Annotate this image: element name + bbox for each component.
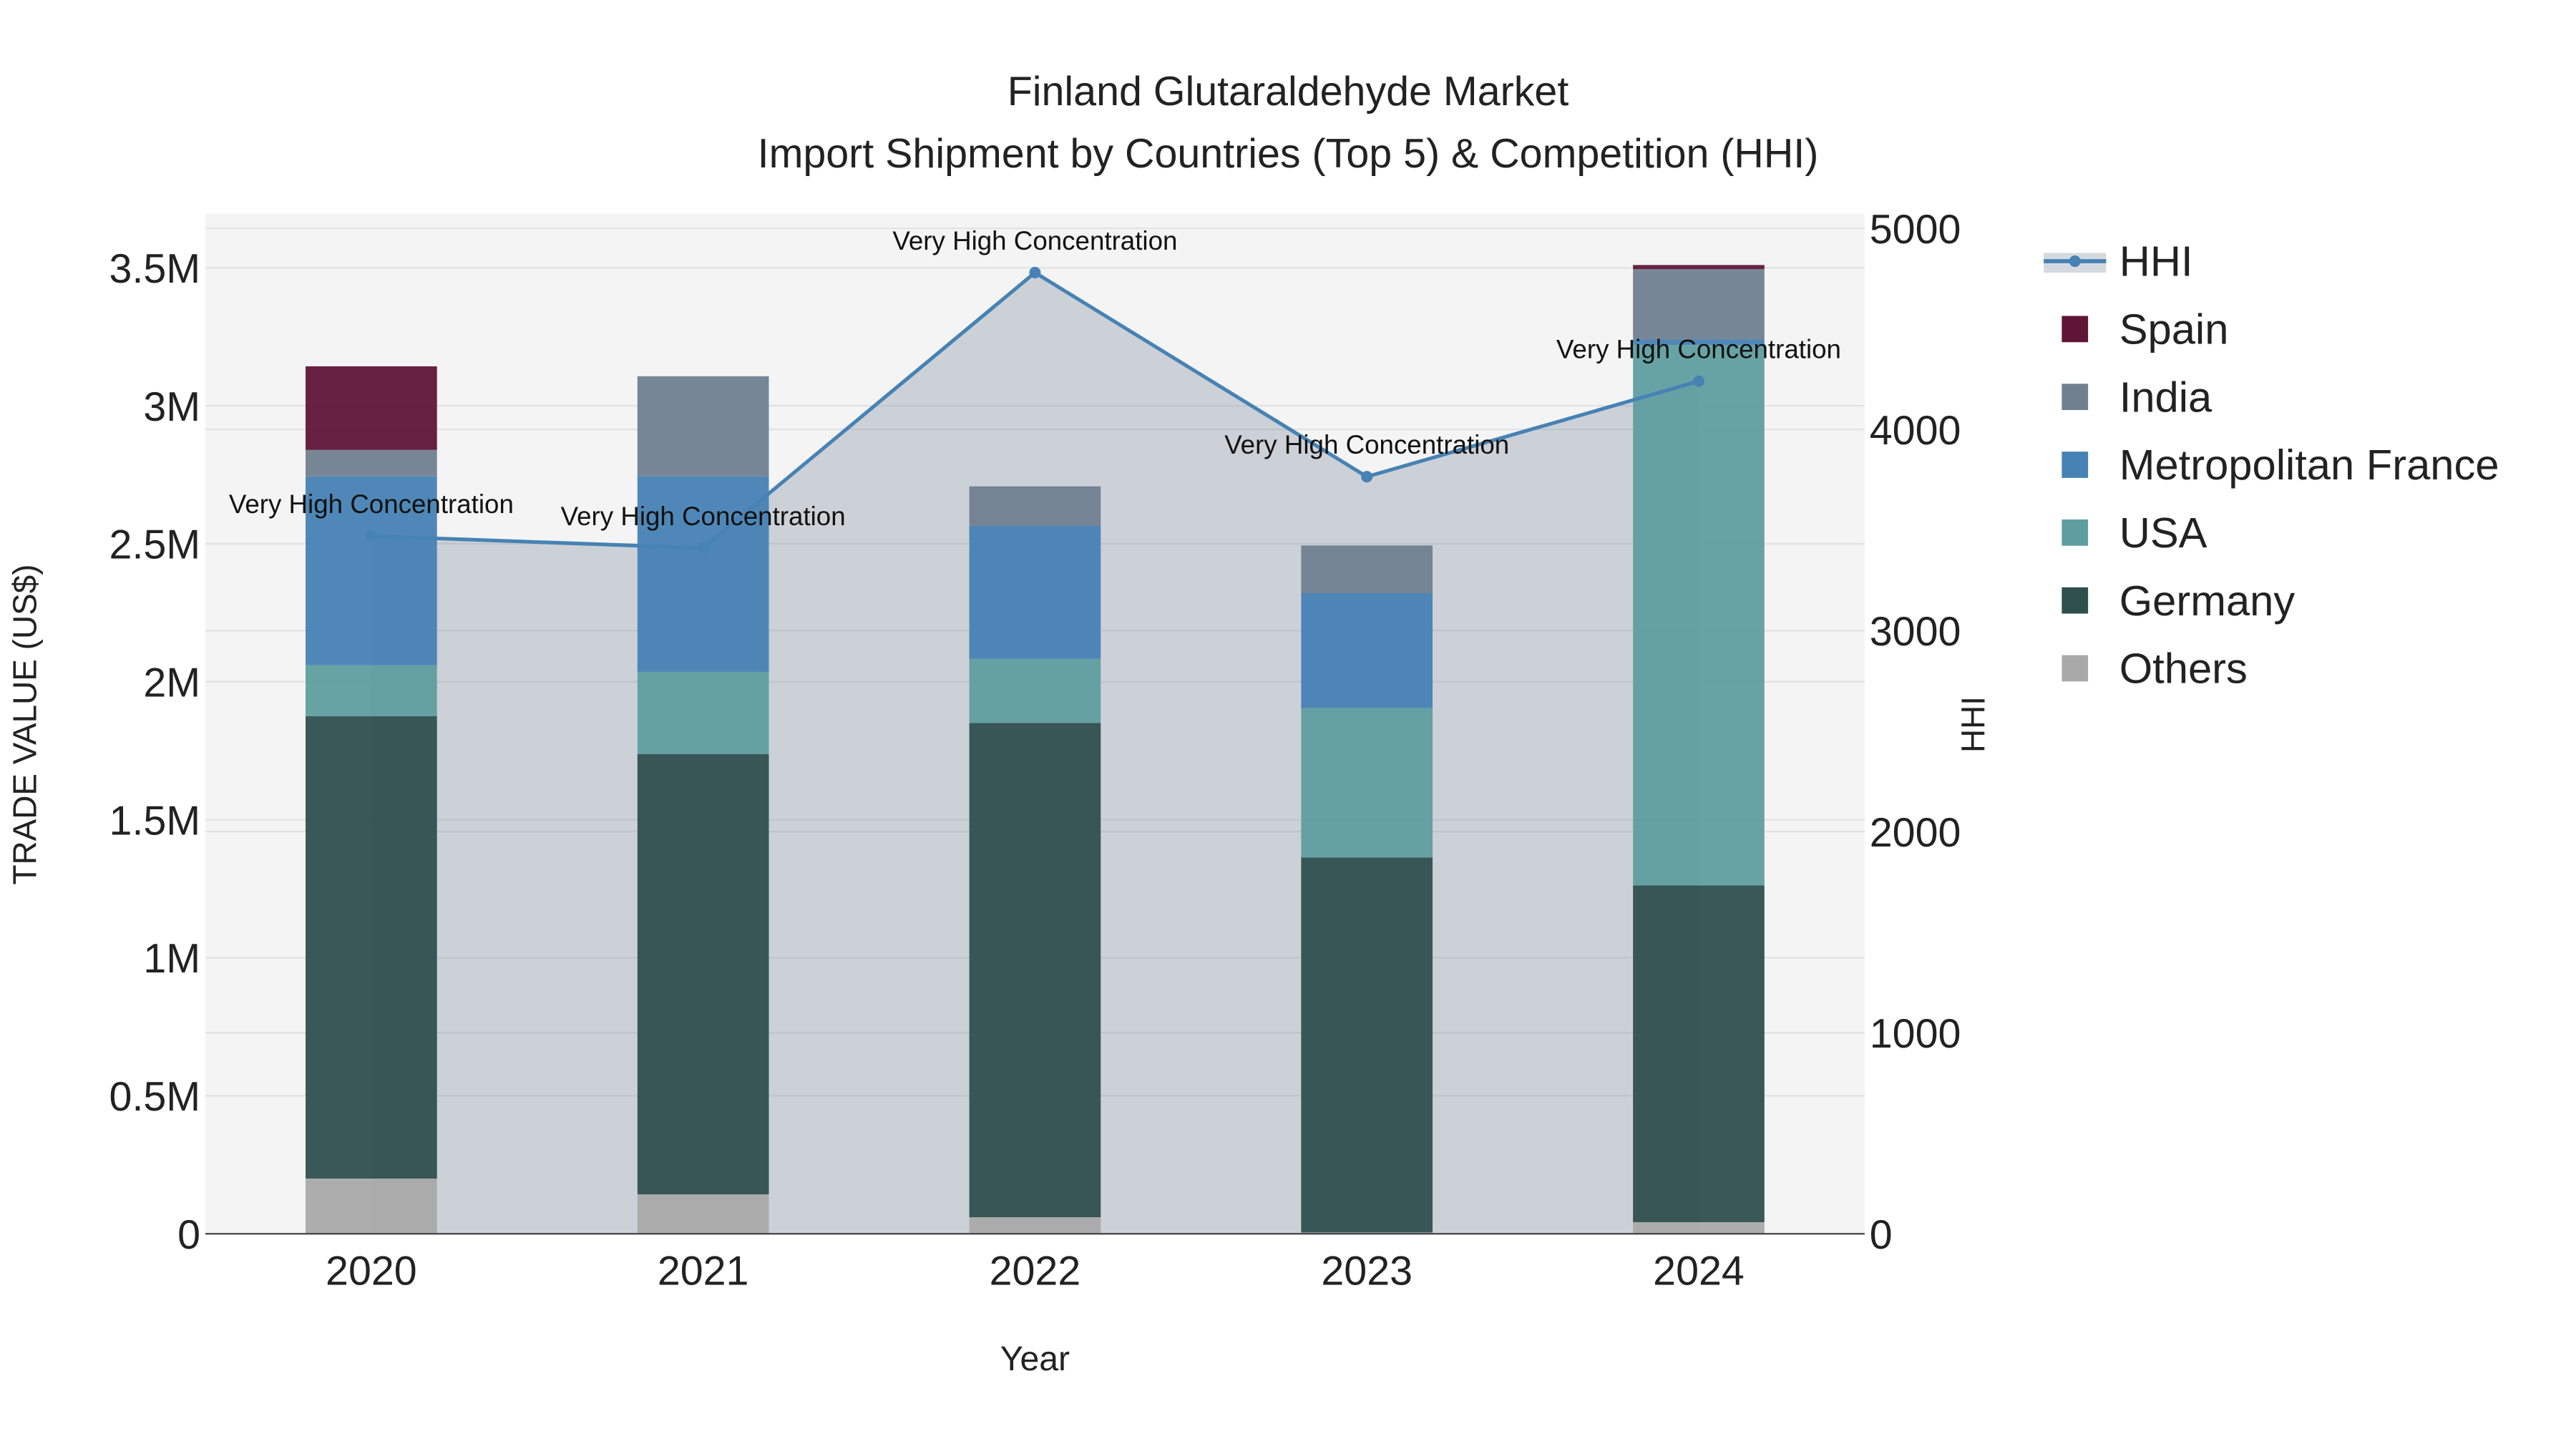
legend-label: Germany [2119,577,2296,625]
bar-germany-2022 [969,723,1101,1218]
legend-swatch [2062,587,2089,614]
y-tick-label: 0.5M [109,1074,201,1120]
bar-india-2020 [306,449,437,477]
hhi-annotation: Very High Concentration [1224,430,1509,459]
bar-metropolitan-france-2023 [1301,592,1433,708]
legend-hhi-marker [2069,255,2081,268]
bar-germany-2021 [637,753,769,1195]
x-axis-ticks: 2020 2021 2022 2023 2024 [326,1248,1745,1294]
y2-tick-label: 0 [1870,1212,1893,1258]
legend-label: HHI [2119,238,2193,286]
legend-item-spain[interactable]: Spain [2062,306,2228,353]
legend-swatch [2062,519,2089,546]
bar-others-2020 [306,1179,437,1234]
hhi-point-2023 [1361,471,1373,483]
legend-item-hhi[interactable]: HHI [2044,238,2193,286]
y-axis-title: TRADE VALUE (US$) [6,564,44,884]
hhi-point-2022 [1029,266,1041,278]
x-tick-label: 2021 [658,1248,749,1294]
y2-tick-label: 4000 [1870,408,1961,454]
legend-label: Spain [2119,306,2229,353]
y-tick-label: 0 [177,1212,200,1258]
y2-tick-label: 5000 [1870,207,1961,253]
bar-others-2021 [637,1194,769,1234]
x-axis-title: Year [1000,1340,1070,1378]
bar-usa-2023 [1301,708,1433,858]
bar-usa-2021 [637,671,769,754]
legend-swatch [2062,384,2089,411]
bar-usa-2022 [969,658,1101,723]
bar-india-2023 [1301,545,1433,593]
bar-usa-2024 [1633,345,1765,886]
y2-tick-label: 2000 [1870,810,1961,856]
legend-item-metropolitan-france[interactable]: Metropolitan France [2062,441,2499,489]
hhi-annotation: Very High Concentration [561,502,846,531]
bars-layer [306,265,1765,1234]
bar-germany-2020 [306,716,437,1179]
legend-swatch [2062,655,2089,682]
hhi-annotation: Very High Concentration [892,226,1177,255]
y2-tick-label: 1000 [1870,1011,1961,1057]
y2-tick-label: 3000 [1870,609,1961,655]
bar-others-2024 [1633,1222,1765,1234]
legend-swatch [2062,316,2089,343]
bar-others-2022 [969,1217,1101,1234]
bar-germany-2024 [1633,885,1765,1223]
y-axis-ticks: 0 0.5M 1M 1.5M 2M 2.5M 3M 3.5M [109,246,201,1258]
y2-axis-title: HHI [1954,696,1991,753]
y-tick-label: 2M [143,660,200,706]
legend-label: Others [2119,645,2248,693]
chart-subtitle: Import Shipment by Countries (Top 5) & C… [758,131,1819,177]
legend-swatch [2062,452,2089,478]
bar-germany-2023 [1301,857,1433,1233]
hhi-point-2024 [1692,375,1705,387]
y-tick-label: 1.5M [109,798,201,844]
legend-label: Metropolitan France [2119,441,2499,489]
x-tick-label: 2024 [1653,1248,1745,1294]
bar-india-2022 [969,486,1101,526]
hhi-point-2020 [365,530,377,542]
y-tick-label: 2.5M [109,522,201,568]
bar-spain-2024 [1633,265,1765,270]
bar-metropolitan-france-2020 [306,476,437,665]
hhi-point-2021 [697,542,709,554]
bar-metropolitan-france-2022 [969,525,1101,659]
legend-item-india[interactable]: India [2062,373,2212,421]
bar-india-2021 [637,376,769,477]
legend-item-germany[interactable]: Germany [2062,577,2295,625]
legend-label: USA [2119,509,2207,557]
bar-india-2024 [1633,269,1765,340]
y-tick-label: 3.5M [109,246,201,292]
x-tick-label: 2022 [990,1248,1081,1294]
legend-item-usa[interactable]: USA [2062,509,2207,557]
legend: HHI Spain India Metropolitan France USA Germa… [2044,238,2499,693]
x-tick-label: 2023 [1321,1248,1413,1294]
x-tick-label: 2020 [326,1248,417,1294]
y2-axis-ticks: 0 1000 2000 3000 4000 5000 [1870,207,1961,1258]
legend-item-others[interactable]: Others [2062,645,2248,693]
y-tick-label: 1M [143,936,200,982]
chart-title: Finland Glutaraldehyde Market [1008,69,1569,114]
legend-label: India [2119,373,2212,421]
bar-metropolitan-france-2024 [1633,339,1765,346]
bar-spain-2020 [306,366,437,450]
y-tick-label: 3M [143,384,200,430]
hhi-line-layer: Very High Concentration Very High Concent… [229,226,1841,554]
hhi-annotation: Very High Concentration [1556,335,1841,364]
bar-metropolitan-france-2021 [637,476,769,672]
bar-usa-2020 [306,665,437,717]
hhi-annotation: Very High Concentration [229,489,514,519]
